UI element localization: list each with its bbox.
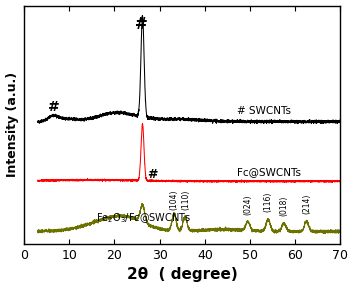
Text: #: # bbox=[47, 100, 59, 114]
X-axis label: 2θ  ( degree): 2θ ( degree) bbox=[127, 268, 238, 283]
Text: Fc@SWCNTs: Fc@SWCNTs bbox=[236, 167, 301, 177]
Text: (116): (116) bbox=[264, 192, 273, 212]
Text: (110): (110) bbox=[181, 190, 190, 210]
Text: #: # bbox=[147, 168, 158, 181]
Text: (104): (104) bbox=[170, 190, 179, 210]
Text: (024): (024) bbox=[243, 195, 252, 215]
Text: #: # bbox=[135, 16, 148, 32]
Y-axis label: Intensity (a.u.): Intensity (a.u.) bbox=[6, 72, 18, 177]
Text: (214): (214) bbox=[302, 194, 311, 214]
Text: Fe$_2$O$_3$/Fc@SWCNTs: Fe$_2$O$_3$/Fc@SWCNTs bbox=[96, 211, 192, 225]
Text: # SWCNTs: # SWCNTs bbox=[236, 106, 291, 116]
Text: (018): (018) bbox=[279, 196, 289, 216]
